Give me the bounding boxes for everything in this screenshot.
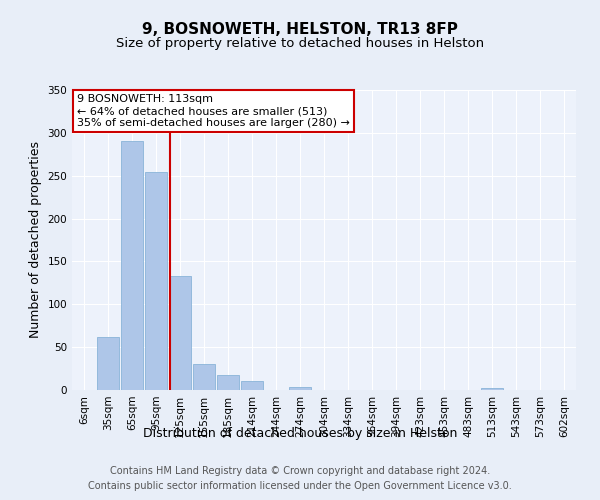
Y-axis label: Number of detached properties: Number of detached properties xyxy=(29,142,42,338)
Bar xyxy=(169,276,191,390)
Text: 9 BOSNOWETH: 113sqm
← 64% of detached houses are smaller (513)
35% of semi-detac: 9 BOSNOWETH: 113sqm ← 64% of detached ho… xyxy=(77,94,350,128)
Bar xyxy=(241,380,263,390)
Bar xyxy=(217,376,239,390)
Text: Contains public sector information licensed under the Open Government Licence v3: Contains public sector information licen… xyxy=(88,481,512,491)
Bar xyxy=(97,337,119,390)
Bar xyxy=(481,388,503,390)
Bar xyxy=(145,172,167,390)
Bar xyxy=(193,364,215,390)
Text: Contains HM Land Registry data © Crown copyright and database right 2024.: Contains HM Land Registry data © Crown c… xyxy=(110,466,490,476)
Text: Size of property relative to detached houses in Helston: Size of property relative to detached ho… xyxy=(116,38,484,51)
Text: Distribution of detached houses by size in Helston: Distribution of detached houses by size … xyxy=(143,428,457,440)
Text: 9, BOSNOWETH, HELSTON, TR13 8FP: 9, BOSNOWETH, HELSTON, TR13 8FP xyxy=(142,22,458,38)
Bar xyxy=(289,388,311,390)
Bar xyxy=(121,140,143,390)
